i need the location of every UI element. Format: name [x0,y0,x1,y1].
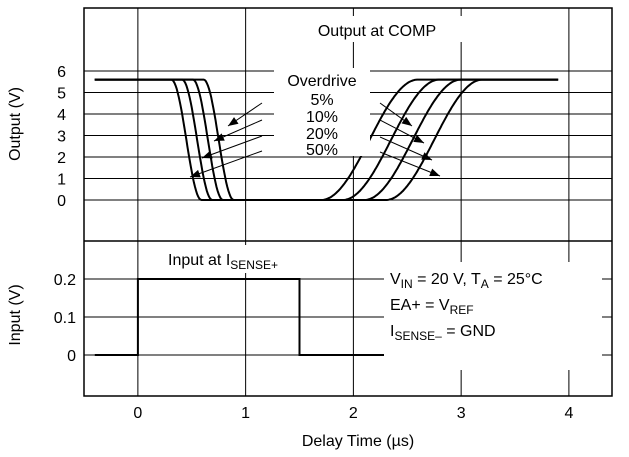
fall-arrow-20pct-shaft [201,135,263,159]
x-axis-title: Delay Time (µs) [302,433,414,450]
legend-label-5: 5% [310,92,333,109]
legend-label-10: 10% [306,109,338,126]
fall-arrow-50pct-shaft [189,150,263,178]
fall-arrow-50pct-head [190,169,201,178]
bottom-y-tick-0.1: 0.1 [54,310,76,327]
legend-label-20: 20% [306,126,338,143]
bottom-panel-title: Input at ISENSE+ [168,252,278,272]
fall-arrow-10pct-head [214,133,225,141]
condition-line-1: VIN = 20 V, TA = 25°C [390,271,543,291]
top-y-axis-title: Output (V) [7,87,24,161]
conditions-bg [384,262,602,370]
bottom-y-tick-0: 0 [67,348,76,365]
bottom-title-sub: SENSE+ [230,258,278,272]
x-tick-1: 1 [241,405,250,422]
top-panel-title: Output at COMP [318,23,436,40]
rise-arrow-50pct-head [429,168,440,176]
x-tick-2: 2 [349,405,358,422]
bottom-title-bg [160,245,348,273]
bottom-y-tick-0.2: 0.2 [54,272,76,289]
x-tick-4: 4 [564,405,573,422]
top-title-bg [276,16,480,42]
top-y-tick-3: 3 [57,129,66,146]
top-y-tick-1: 1 [57,172,66,189]
x-tick-0: 0 [133,405,142,422]
top-y-tick-4: 4 [57,107,66,124]
bottom-title-main: Input at I [168,252,230,269]
rise-arrow-20pct-head [421,152,432,160]
top-y-tick-6: 6 [57,64,66,81]
top-y-tick-0: 0 [57,193,66,210]
rise-arrow-50pct-shaft [379,151,441,177]
fall-arrow-20pct-head [202,150,213,159]
top-y-tick-2: 2 [57,150,66,167]
rise-arrow-5pct-head [401,116,412,126]
plot-frame [83,7,613,397]
top-y-tick-5: 5 [57,86,66,103]
legend-title: Overdrive [287,73,356,90]
legend-bg [274,68,370,156]
condition-line-3: ISENSE– = GND [390,323,496,343]
condition-line-2: EA+ = VREF [390,297,474,317]
rise-arrow-10pct-head [413,134,424,143]
input-pulse-line [94,278,580,356]
output-curve-50pct [94,78,559,201]
legend-label-50: 50% [306,142,338,159]
x-tick-3: 3 [457,405,466,422]
bottom-y-axis-title: Input (V) [7,284,24,345]
fall-arrow-5pct-head [228,117,239,126]
